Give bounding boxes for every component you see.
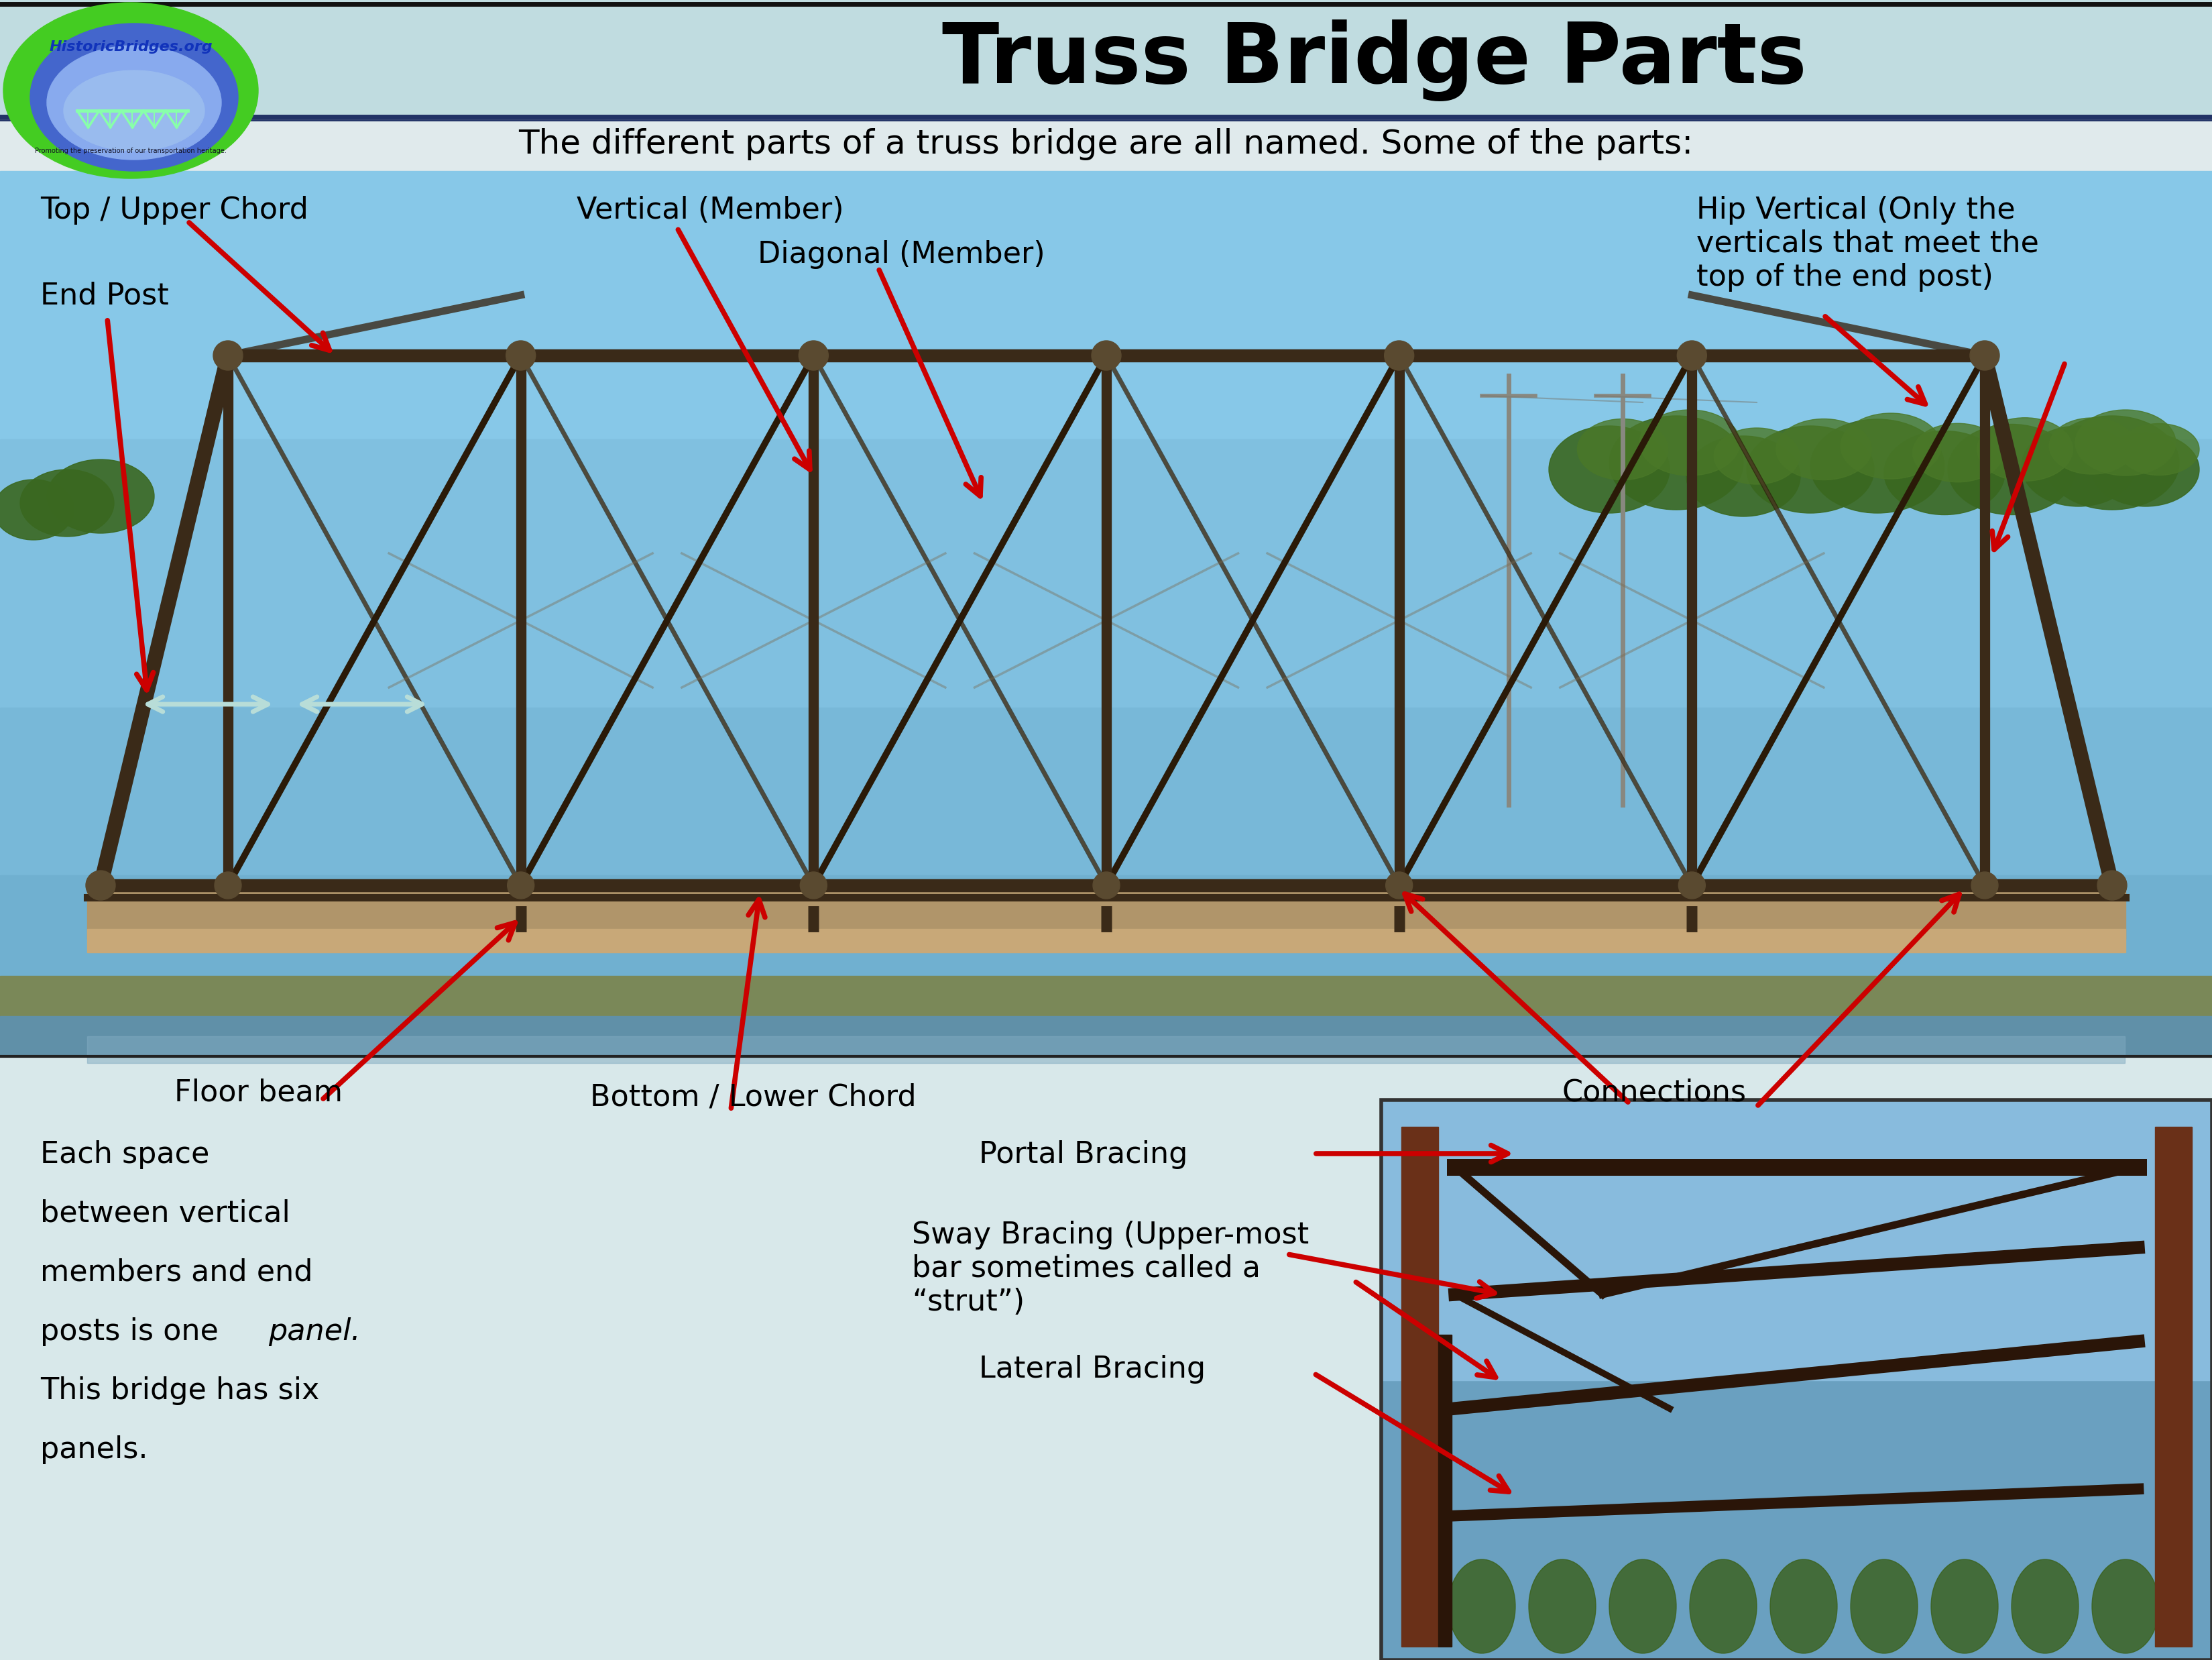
Text: The different parts of a truss bridge are all named. Some of the parts:: The different parts of a truss bridge ar… xyxy=(518,128,1694,161)
Bar xyxy=(86,885,2126,940)
Ellipse shape xyxy=(1528,1559,1595,1653)
Text: panels.: panels. xyxy=(40,1436,148,1464)
Ellipse shape xyxy=(46,45,221,159)
Circle shape xyxy=(1091,340,1121,370)
Ellipse shape xyxy=(1548,427,1670,513)
Ellipse shape xyxy=(2011,1559,2079,1653)
Ellipse shape xyxy=(1608,1559,1677,1653)
Text: End Post: End Post xyxy=(40,282,168,310)
Text: Lateral Bracing: Lateral Bracing xyxy=(980,1355,1206,1384)
Bar xyxy=(0,171,2212,440)
Bar xyxy=(0,118,2212,171)
Text: HistoricBridges.org: HistoricBridges.org xyxy=(49,40,212,53)
Ellipse shape xyxy=(1686,437,1801,516)
Text: Portal Bracing: Portal Bracing xyxy=(980,1140,1188,1169)
Text: Truss Bridge Parts: Truss Bridge Parts xyxy=(942,20,1807,101)
Ellipse shape xyxy=(2093,433,2199,506)
Bar xyxy=(86,930,2126,953)
Circle shape xyxy=(1679,872,1705,898)
Bar xyxy=(0,440,2212,707)
Bar xyxy=(0,1016,2212,1056)
Bar xyxy=(86,1036,2126,1062)
Bar xyxy=(2154,1127,2192,1647)
Ellipse shape xyxy=(1978,418,2073,481)
Text: members and end: members and end xyxy=(40,1258,312,1286)
Bar xyxy=(1380,1101,2212,1660)
Ellipse shape xyxy=(1690,1559,1756,1653)
Text: posts is one: posts is one xyxy=(40,1318,228,1346)
Ellipse shape xyxy=(1449,1559,1515,1653)
Ellipse shape xyxy=(1840,413,1942,478)
Ellipse shape xyxy=(1913,423,2004,481)
Ellipse shape xyxy=(1776,418,1871,480)
Bar xyxy=(1380,1101,2212,1379)
Text: Diagonal (Member): Diagonal (Member) xyxy=(759,241,1044,269)
Ellipse shape xyxy=(2022,427,2135,506)
Ellipse shape xyxy=(20,470,115,536)
Bar xyxy=(0,976,2212,1056)
Ellipse shape xyxy=(1747,427,1874,513)
Circle shape xyxy=(215,872,241,898)
Ellipse shape xyxy=(1714,428,1801,485)
Text: Bottom / Lower Chord: Bottom / Lower Chord xyxy=(591,1084,916,1112)
Ellipse shape xyxy=(1885,432,2004,515)
Circle shape xyxy=(1677,340,1708,370)
Ellipse shape xyxy=(2046,417,2179,510)
Ellipse shape xyxy=(0,480,73,540)
Ellipse shape xyxy=(1577,418,1668,480)
Ellipse shape xyxy=(1949,425,2075,515)
Bar xyxy=(1380,1101,2212,1660)
Circle shape xyxy=(1971,340,2000,370)
Ellipse shape xyxy=(1931,1559,1997,1653)
Ellipse shape xyxy=(2093,1559,2159,1653)
Ellipse shape xyxy=(2048,418,2135,475)
Text: Floor beam: Floor beam xyxy=(175,1079,343,1107)
Bar xyxy=(0,875,2212,976)
Ellipse shape xyxy=(1809,420,1944,513)
Text: panel.: panel. xyxy=(268,1318,361,1346)
Circle shape xyxy=(212,340,243,370)
Circle shape xyxy=(86,870,115,900)
Circle shape xyxy=(1971,872,1997,898)
Circle shape xyxy=(801,872,827,898)
Ellipse shape xyxy=(1851,1559,1918,1653)
Ellipse shape xyxy=(46,460,155,533)
Circle shape xyxy=(507,872,533,898)
Text: This bridge has six: This bridge has six xyxy=(40,1376,319,1404)
Circle shape xyxy=(1385,872,1413,898)
Bar xyxy=(0,707,2212,875)
Circle shape xyxy=(1093,872,1119,898)
Ellipse shape xyxy=(64,70,204,151)
Text: between vertical: between vertical xyxy=(40,1199,290,1228)
Ellipse shape xyxy=(31,23,239,171)
Text: Each space: Each space xyxy=(40,1140,210,1169)
Ellipse shape xyxy=(1608,417,1743,510)
Ellipse shape xyxy=(1770,1559,1838,1653)
Text: Vertical (Member): Vertical (Member) xyxy=(577,196,843,224)
Circle shape xyxy=(2097,870,2128,900)
Bar xyxy=(0,0,2212,118)
Text: Promoting the preservation of our transportation heritage.: Promoting the preservation of our transp… xyxy=(35,148,226,154)
Circle shape xyxy=(1385,340,1413,370)
Bar xyxy=(0,1056,2212,1660)
Ellipse shape xyxy=(1639,410,1741,475)
Text: Hip Vertical (Only the
verticals that meet the
top of the end post): Hip Vertical (Only the verticals that me… xyxy=(1697,196,2039,292)
Circle shape xyxy=(507,340,535,370)
Ellipse shape xyxy=(2075,410,2177,475)
Ellipse shape xyxy=(2119,423,2199,475)
Text: Top / Upper Chord: Top / Upper Chord xyxy=(40,196,307,224)
Bar xyxy=(1438,1335,1451,1647)
Text: Sway Bracing (Upper-most
bar sometimes called a
“strut”): Sway Bracing (Upper-most bar sometimes c… xyxy=(911,1220,1310,1316)
Bar xyxy=(1402,1127,1438,1647)
Text: Connections: Connections xyxy=(1562,1079,1747,1107)
Ellipse shape xyxy=(4,3,259,178)
Circle shape xyxy=(799,340,827,370)
